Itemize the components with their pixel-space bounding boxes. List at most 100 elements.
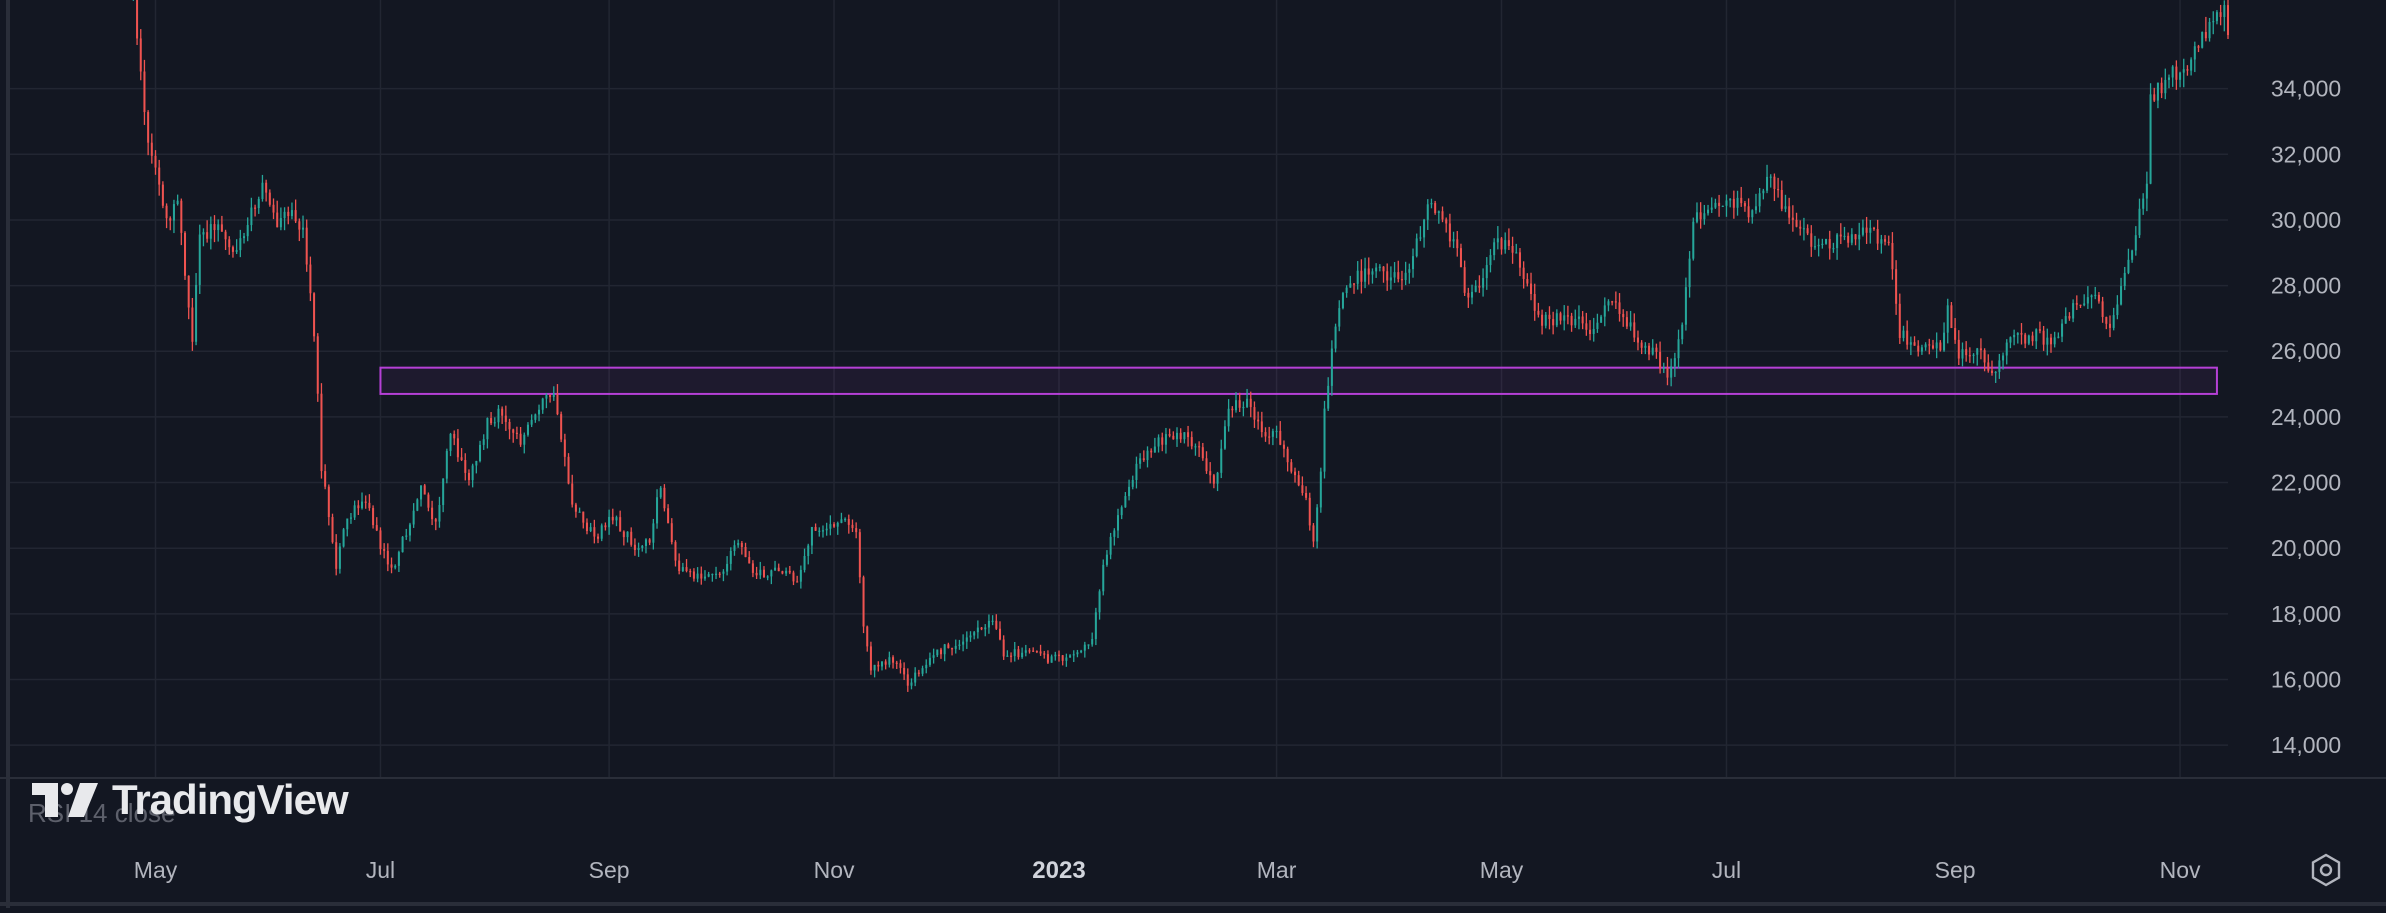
candle [630,527,633,547]
candle-body [829,524,832,529]
candle [895,660,898,670]
candle [1611,300,1614,306]
candle [1463,260,1466,297]
candle [1430,198,1433,209]
candle [626,531,629,543]
candle-body [1172,435,1175,440]
candle [1050,654,1053,663]
candle-body [379,530,382,550]
candle [663,484,666,512]
candle [1884,235,1887,246]
candle [1541,309,1544,335]
candle-body [1271,431,1274,437]
candle-body [1732,198,1735,208]
candle-body [1412,256,1415,270]
settings-hexagon-icon[interactable] [2308,852,2344,888]
candle-body [331,517,334,543]
candle [877,661,880,672]
candle-body [1913,342,1916,346]
candle [1954,318,1957,344]
candle-body [1275,430,1278,433]
candle-body [1854,234,1857,240]
candle-body [1334,326,1337,349]
candle [585,518,588,535]
candle-body [1721,205,1724,207]
candle [1920,344,1923,355]
candle [1378,264,1381,272]
candle-body [1979,348,1982,351]
candle-body [1673,358,1676,367]
candle-body [475,461,478,466]
time-axis[interactable]: May Jul Sep Nov 2023 Mar May Jul Sep Nov [134,857,2201,884]
candle-body [431,507,434,520]
candle-body [2042,330,2045,345]
candle [2016,332,2019,344]
candle-body [844,518,847,521]
candle [1559,311,1562,325]
candle [1563,305,1566,331]
candle [1699,202,1702,229]
support-zone-layer[interactable] [379,366,2218,395]
candle-body [1688,258,1691,288]
candle-body [1471,291,1474,298]
candle [1725,194,1728,217]
candle-body [287,211,290,217]
candle [748,551,751,564]
candle [903,662,906,681]
candle-body [1249,398,1252,408]
candle-body [1957,339,1960,359]
candle [2197,44,2200,53]
candle [1172,431,1175,440]
candle [969,631,972,642]
candle-body [1887,241,1890,243]
candle-body [1666,367,1669,378]
candle-body [324,471,327,487]
candle [431,500,434,526]
candle-body [858,532,861,578]
candle-body [515,432,518,435]
candle [1721,205,1724,207]
candle-body [1482,278,1485,288]
candle-body [1201,447,1204,459]
candle [2009,336,2012,349]
candle [563,433,566,467]
candle [2049,333,2053,353]
candle [1670,358,1673,387]
candle-body [2190,59,2193,71]
candle [726,556,729,576]
candle [512,428,515,443]
candle-body [375,525,378,531]
candle-body [2223,5,2226,17]
candle-body [1828,239,1831,249]
support-zone-rectangle[interactable] [379,366,2218,395]
indicator-label[interactable]: RSI 14 close [28,798,176,828]
candle-body [530,419,533,425]
candle [574,502,577,518]
candle-body [1198,446,1201,448]
candle [1950,301,1953,329]
y-tick-label: 16,000 [2271,667,2341,693]
candle [549,394,552,403]
candle [1644,342,1647,355]
candle-body [1577,316,1580,319]
candle-body [2145,183,2148,199]
price-axis[interactable]: 14,000 16,000 18,000 20,000 22,000 24,000 26,0… [2271,76,2341,759]
candle [423,483,426,495]
candle-body [471,465,474,481]
candle [1574,309,1577,328]
candle [2145,171,2148,212]
candle-body [869,646,872,671]
candle-body [1943,332,1946,351]
candle-body [2038,329,2041,331]
candle [519,426,522,447]
candle-body [1832,248,1835,250]
candle [1677,329,1680,369]
candle [2149,83,2152,185]
candle-body [283,211,286,219]
candle [1471,284,1474,305]
candle-body [1190,437,1193,447]
candle-body [1430,203,1433,205]
candle [670,518,673,545]
